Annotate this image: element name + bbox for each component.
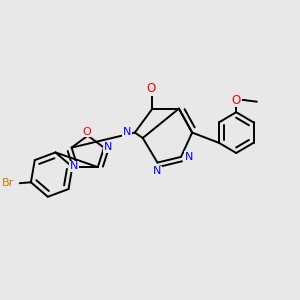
Text: Br: Br xyxy=(2,178,14,188)
Text: O: O xyxy=(82,127,91,137)
Text: N: N xyxy=(153,167,162,176)
Text: N: N xyxy=(70,161,78,172)
Text: N: N xyxy=(123,127,131,137)
Text: O: O xyxy=(232,94,241,107)
Text: N: N xyxy=(185,152,193,162)
Text: N: N xyxy=(104,142,112,152)
Text: O: O xyxy=(146,82,156,95)
